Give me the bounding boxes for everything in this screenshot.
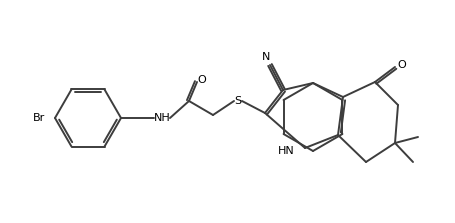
Text: NH: NH xyxy=(154,113,170,123)
Text: O: O xyxy=(197,75,207,85)
Text: HN: HN xyxy=(278,146,295,156)
Text: O: O xyxy=(398,60,406,70)
Text: N: N xyxy=(262,52,270,62)
Text: S: S xyxy=(234,96,242,106)
Text: Br: Br xyxy=(33,113,45,123)
